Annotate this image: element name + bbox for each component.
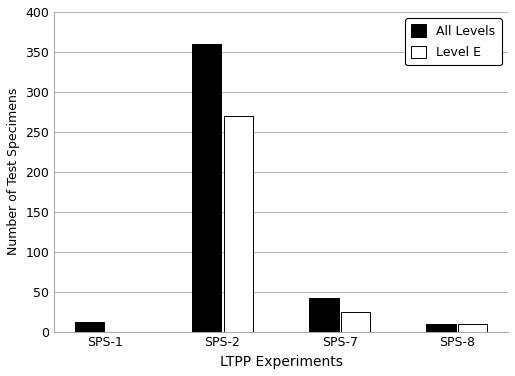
Bar [341,312,370,332]
Bar [75,322,104,332]
Bar [310,298,338,332]
X-axis label: LTPP Experiments: LTPP Experiments [220,355,342,369]
Bar [458,324,487,332]
Bar [224,116,253,332]
Legend: All Levels, Level E: All Levels, Level E [405,18,502,65]
Bar [426,324,456,332]
Bar [192,44,221,332]
Y-axis label: Number of Test Specimens: Number of Test Specimens [7,88,20,255]
